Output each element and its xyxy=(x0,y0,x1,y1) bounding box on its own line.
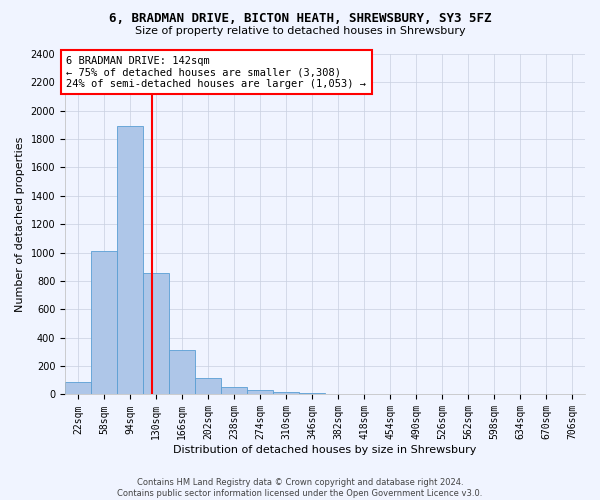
Y-axis label: Number of detached properties: Number of detached properties xyxy=(15,136,25,312)
Text: 6, BRADMAN DRIVE, BICTON HEATH, SHREWSBURY, SY3 5FZ: 6, BRADMAN DRIVE, BICTON HEATH, SHREWSBU… xyxy=(109,12,491,26)
Bar xyxy=(143,273,169,394)
Bar xyxy=(274,392,299,394)
Bar xyxy=(247,390,272,394)
Bar xyxy=(118,126,143,394)
Text: Contains HM Land Registry data © Crown copyright and database right 2024.
Contai: Contains HM Land Registry data © Crown c… xyxy=(118,478,482,498)
Text: 6 BRADMAN DRIVE: 142sqm
← 75% of detached houses are smaller (3,308)
24% of semi: 6 BRADMAN DRIVE: 142sqm ← 75% of detache… xyxy=(67,56,367,89)
Bar xyxy=(169,350,194,395)
Bar xyxy=(299,393,325,394)
Bar xyxy=(196,378,221,394)
Bar xyxy=(91,251,116,394)
X-axis label: Distribution of detached houses by size in Shrewsbury: Distribution of detached houses by size … xyxy=(173,445,477,455)
Bar xyxy=(65,382,91,394)
Text: Size of property relative to detached houses in Shrewsbury: Size of property relative to detached ho… xyxy=(134,26,466,36)
Bar xyxy=(221,386,247,394)
